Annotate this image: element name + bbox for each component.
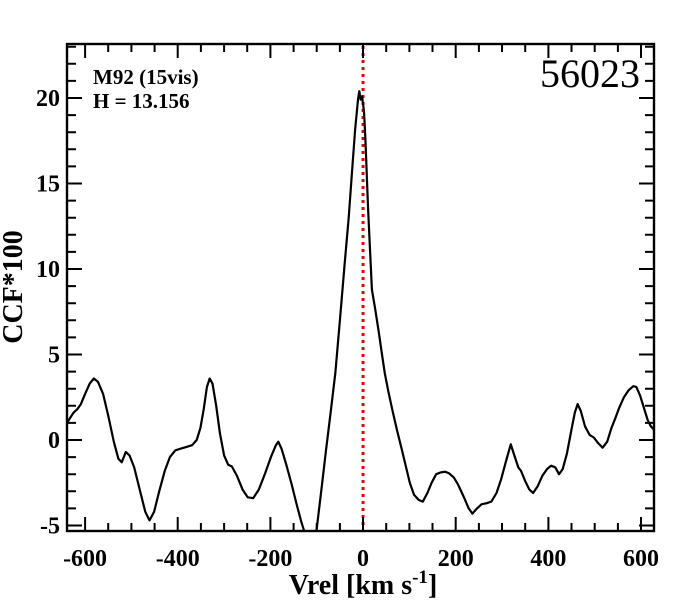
annotation-cluster-name: M92 (15vis) xyxy=(93,65,199,89)
x-tick-labels: -600 -400 -200 0 200 400 600 xyxy=(63,546,659,572)
star-id-label: 56023 xyxy=(540,51,640,96)
plot-frame xyxy=(65,42,656,533)
y-tick-label: 5 xyxy=(48,343,60,369)
x-tick-label: -200 xyxy=(248,546,292,572)
x-tick-label: 600 xyxy=(623,546,659,572)
y-tick-label: 10 xyxy=(36,257,60,283)
x-axis-title-main: Vrel [km s xyxy=(289,570,412,600)
x-tick-label: -600 xyxy=(63,546,107,572)
axis-ticks xyxy=(68,45,653,530)
y-axis-title: CCF*100 xyxy=(0,230,29,344)
x-axis-title: Vrel [km s-1] xyxy=(289,567,438,600)
ccf-curve xyxy=(67,90,654,531)
x-axis-title-superscript: -1 xyxy=(412,567,428,588)
y-tick-label: 15 xyxy=(36,172,60,198)
x-tick-label: 200 xyxy=(438,546,474,572)
x-axis-title-close: ] xyxy=(428,570,437,600)
y-tick-label: -5 xyxy=(40,514,60,540)
y-tick-label: 20 xyxy=(36,86,60,112)
x-tick-label: 400 xyxy=(530,546,566,572)
x-tick-label: 0 xyxy=(357,546,369,572)
y-tick-label: 0 xyxy=(48,428,60,454)
x-tick-label: -400 xyxy=(156,546,200,572)
y-tick-labels: -5 0 5 10 15 20 xyxy=(36,86,60,539)
annotation-h-magnitude: H = 13.156 xyxy=(93,89,190,113)
